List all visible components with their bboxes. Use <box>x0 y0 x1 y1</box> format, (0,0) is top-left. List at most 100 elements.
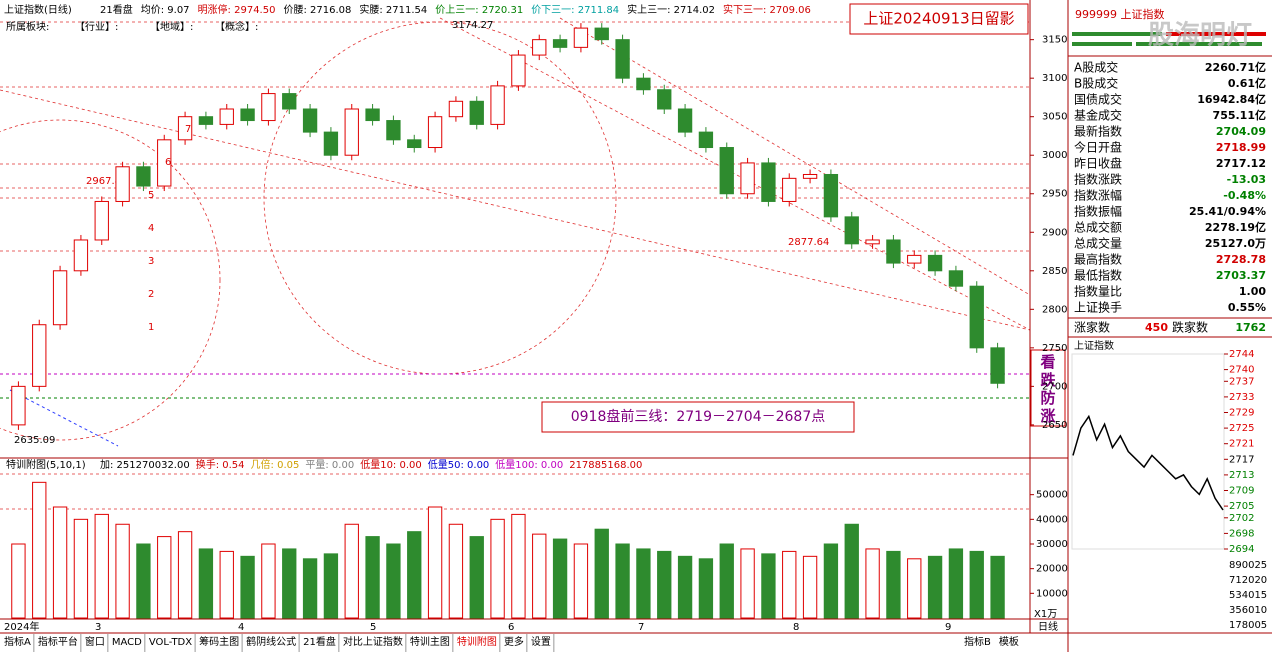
candle <box>282 93 297 110</box>
info-label: 指数涨跌 <box>1074 172 1122 187</box>
volume-bar <box>157 536 172 619</box>
info-label: 上证换手 <box>1074 301 1122 315</box>
candle <box>469 100 484 125</box>
volume-bar <box>573 543 589 619</box>
volume-bar <box>302 558 318 619</box>
mini-vol-label: 178005 <box>1229 620 1267 631</box>
candle <box>94 200 109 241</box>
x-label: 6 <box>508 622 514 633</box>
candle <box>698 131 714 149</box>
candle <box>365 108 380 122</box>
volume-bar <box>657 550 672 619</box>
volume-item: 平量: 0.00 <box>305 459 354 471</box>
volume-bar <box>115 523 130 619</box>
tab[interactable]: 特训附图 <box>457 635 497 648</box>
mini-tick-label: 2713 <box>1229 470 1254 481</box>
volume-bar <box>427 506 443 619</box>
candle <box>802 173 818 179</box>
header-item: 实上三一: 2714.02 <box>627 3 715 16</box>
trend-line <box>9 389 119 447</box>
breadth-value: 450 <box>1145 321 1168 334</box>
volume-item: 217885168.00 <box>569 460 642 471</box>
mini-tick-label: 2717 <box>1229 454 1254 465</box>
volume-bar <box>990 555 1005 619</box>
lines-label: 0918盘前三线：2719－2704－2687点 <box>571 408 826 425</box>
y-tick-label: 2700 <box>1042 381 1067 392</box>
info-value: 0.55% <box>1228 301 1266 314</box>
volume-bar <box>802 555 818 619</box>
candle <box>636 77 651 91</box>
tab[interactable]: 21看盘 <box>303 635 336 648</box>
volume-bar <box>32 481 47 619</box>
info-value: 2717.12 <box>1216 157 1266 170</box>
candle <box>532 39 547 56</box>
tab[interactable]: 指标A <box>4 635 31 648</box>
wave-number: 5 <box>148 190 154 201</box>
tab[interactable]: 指标平台 <box>38 635 78 648</box>
tab[interactable]: 窗口 <box>85 635 105 648</box>
volume-bar <box>782 550 797 619</box>
header-item: 21看盘 <box>100 3 133 16</box>
x-label: 3 <box>95 622 101 633</box>
volume-bar <box>761 553 776 619</box>
info-label: 最新指数 <box>1074 124 1122 139</box>
y-tick-label: 40000 <box>1036 514 1068 525</box>
tab[interactable]: VOL-TDX <box>149 637 192 648</box>
y-tick-label: 3100 <box>1042 73 1067 84</box>
info-label: 指数涨幅 <box>1074 188 1122 203</box>
y-tick-label: 2650 <box>1042 420 1067 431</box>
info-label: 国债成交 <box>1074 92 1122 107</box>
candle <box>782 177 797 202</box>
tab[interactable]: MACD <box>112 637 142 648</box>
snapshot-box <box>849 3 1029 35</box>
candle <box>407 139 422 149</box>
x-label: 7 <box>638 622 644 633</box>
info-label: 总成交额 <box>1074 220 1122 235</box>
tab[interactable]: 特训主图 <box>410 636 450 648</box>
volume-bar <box>615 543 630 619</box>
volume-bar <box>636 548 651 619</box>
header-item: 均价: 9.07 <box>141 4 190 16</box>
tab[interactable]: 对比上证指数 <box>343 635 403 648</box>
wave-number: 1 <box>148 322 154 333</box>
sector-label: 【概念】: <box>215 20 258 33</box>
candle <box>927 254 943 272</box>
y-tick-label: 3150 <box>1042 35 1067 46</box>
volume-bar <box>52 506 68 619</box>
tab[interactable]: 鹤阴线公式 <box>246 635 296 648</box>
candle <box>657 89 672 110</box>
y-tick-label: 10000 <box>1036 588 1068 599</box>
breadth-label: 跌家数 <box>1172 320 1208 335</box>
candle <box>177 116 193 141</box>
volume-bar <box>594 528 609 619</box>
mini-tick-label: 2709 <box>1229 486 1254 497</box>
volume-bar <box>94 513 109 619</box>
volume-bar <box>948 548 964 619</box>
info-value: 2703.37 <box>1216 269 1266 282</box>
tab[interactable]: 筹码主图 <box>199 635 239 648</box>
volume-bar <box>969 550 984 619</box>
info-value: 2704.09 <box>1216 125 1266 138</box>
tab[interactable]: 指标B <box>964 635 991 648</box>
candle <box>11 385 26 426</box>
volume-bar <box>698 558 714 619</box>
volume-item: 低量10: 0.00 <box>360 458 422 471</box>
tab[interactable]: 设置 <box>531 636 551 648</box>
volume-title: 特训附图(5,10,1) <box>6 458 86 471</box>
info-value: 755.11亿 <box>1213 108 1266 122</box>
tab[interactable]: 更多 <box>504 635 524 648</box>
info-value: 16942.84亿 <box>1197 92 1266 106</box>
header-item: 实腰: 2711.54 <box>359 3 427 16</box>
volume-bar <box>907 558 922 619</box>
volume-bar <box>886 550 901 619</box>
mini-tick-label: 2705 <box>1229 501 1254 512</box>
mini-tick-label: 2698 <box>1229 528 1254 539</box>
info-label: 最高指数 <box>1074 252 1122 267</box>
header-item: 实下三一: 2709.06 <box>723 3 811 16</box>
volume-bar <box>177 531 193 619</box>
tab[interactable]: 模板 <box>999 635 1019 648</box>
volume-bar <box>282 548 297 619</box>
y-tick-label: 2850 <box>1042 266 1067 277</box>
info-label: 基金成交 <box>1074 108 1122 123</box>
